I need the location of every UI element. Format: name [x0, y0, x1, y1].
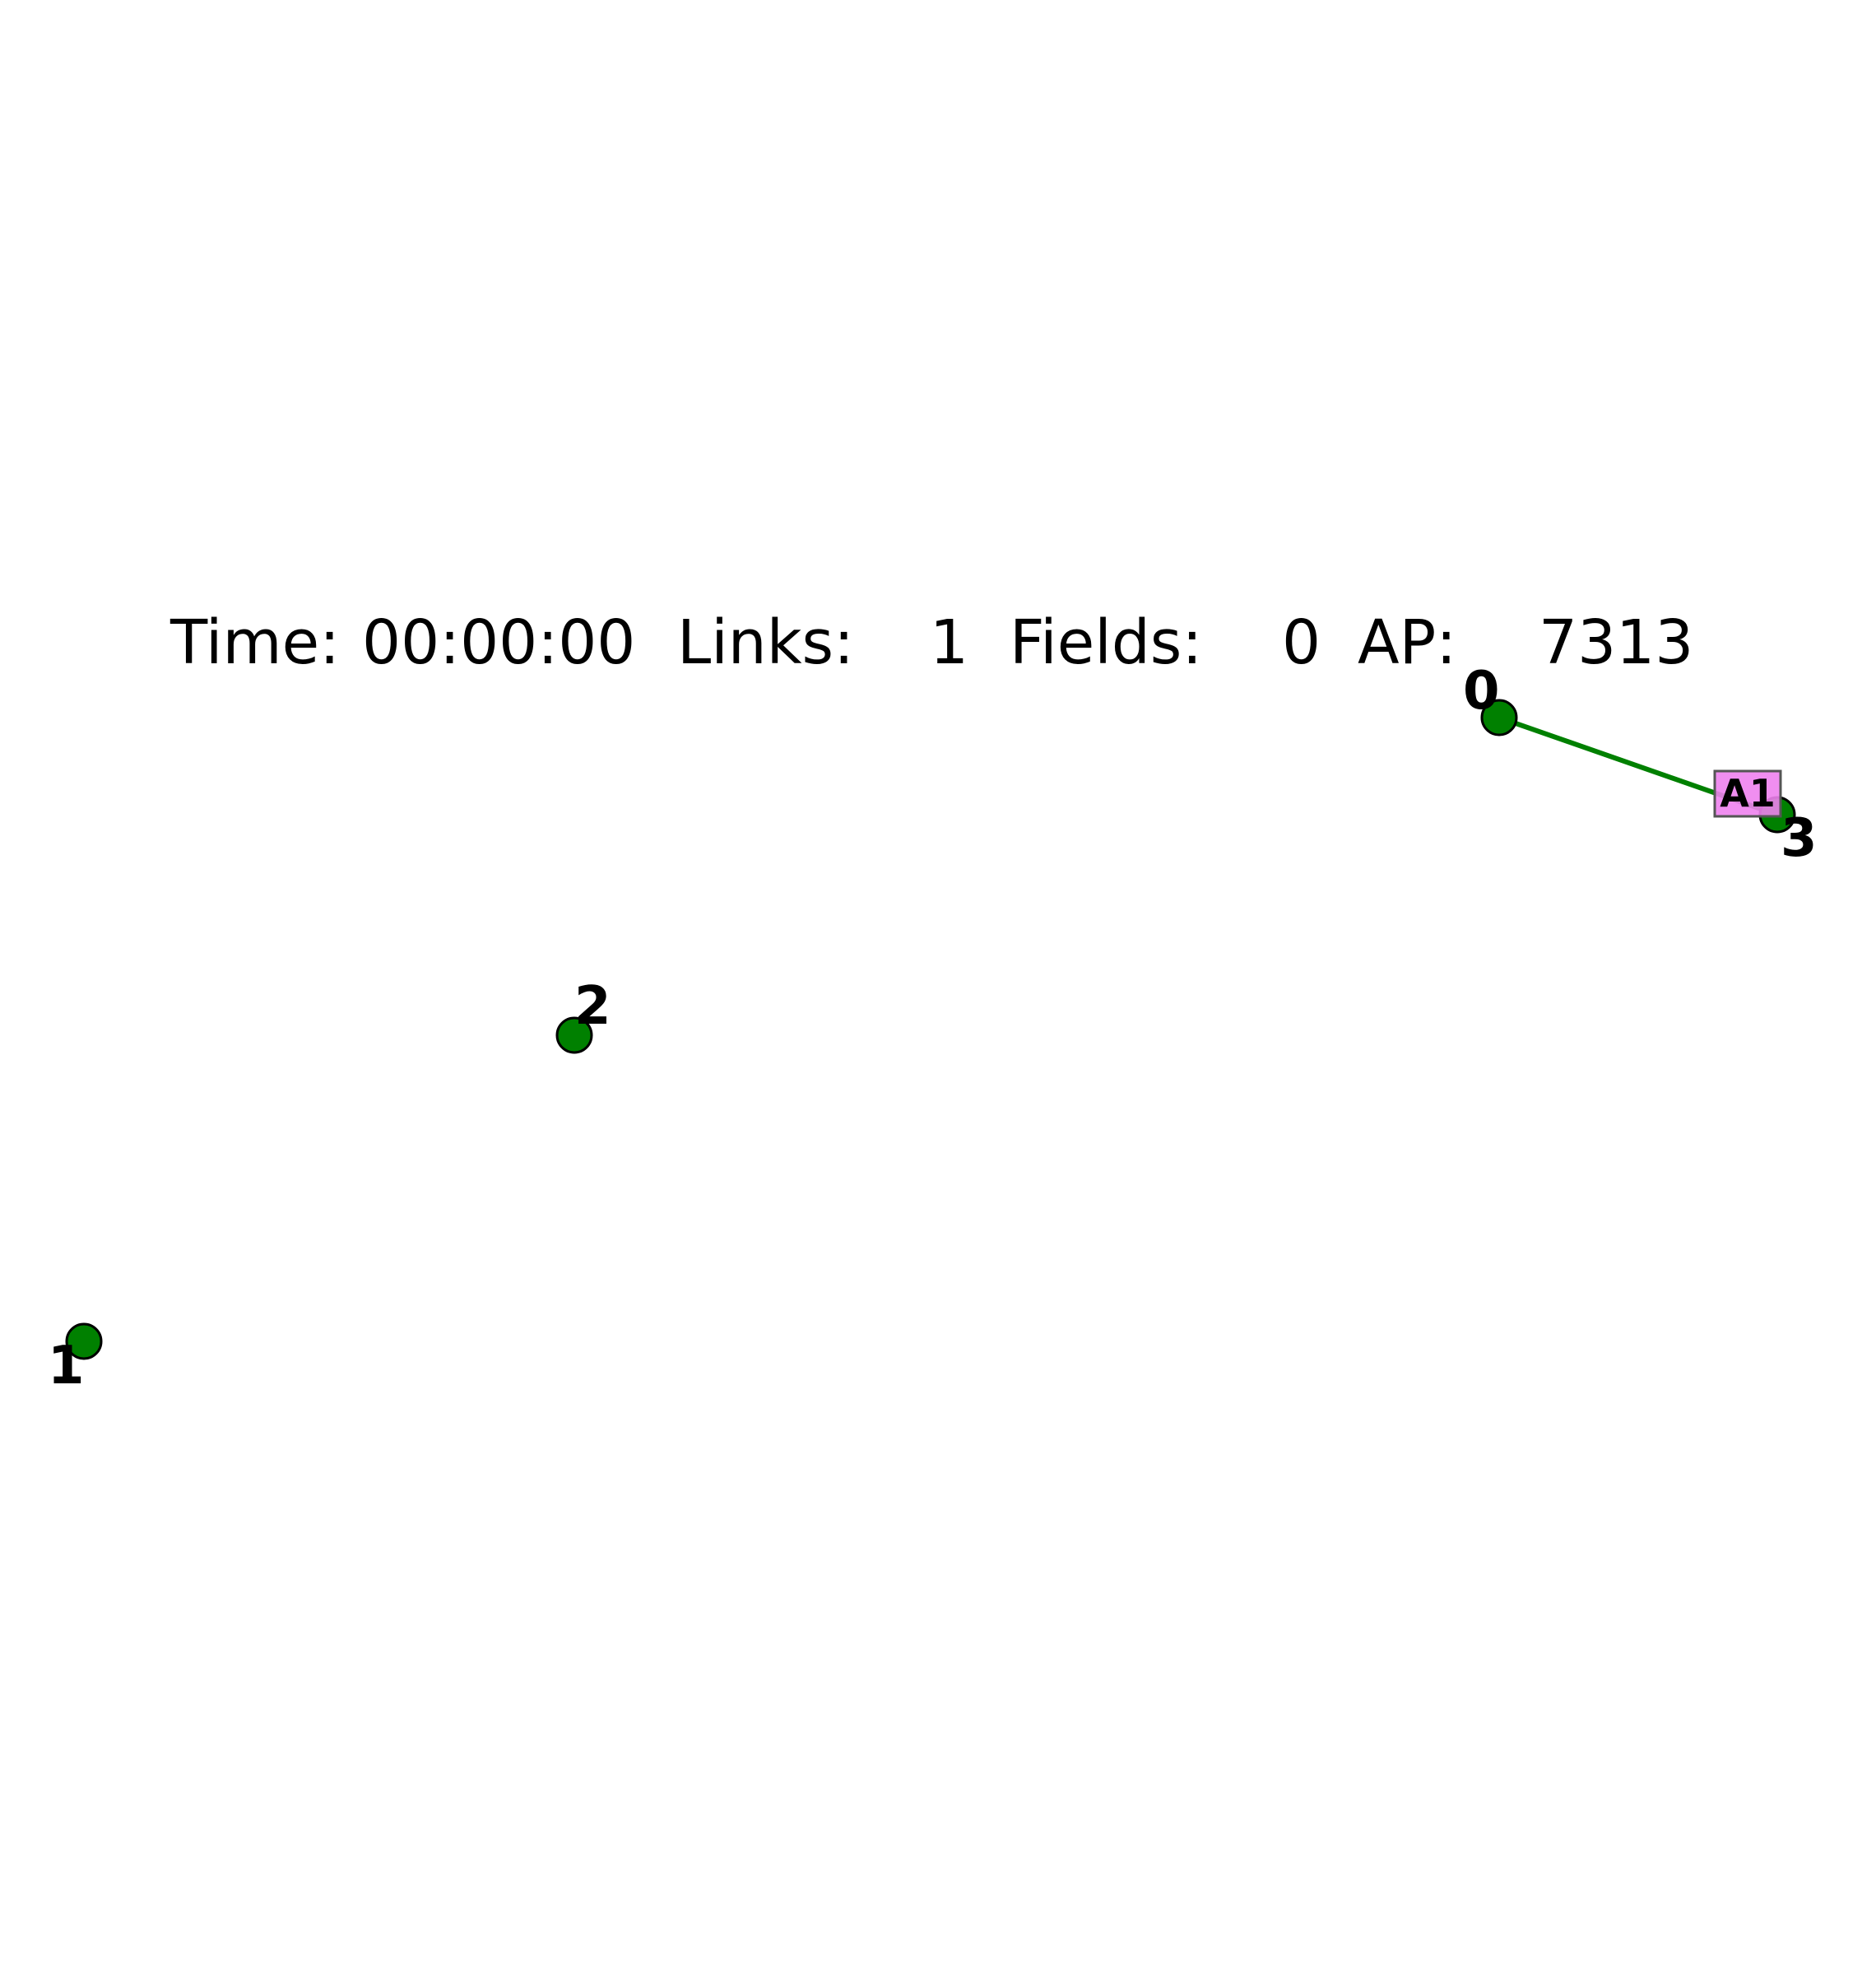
portal-2 — [555, 1016, 593, 1054]
status-bar: Time: 00:00:00 Links: 1 Fields: 0 AP: 73… — [169, 607, 1693, 678]
portal-0 — [1480, 699, 1518, 737]
time-label: Time: — [169, 607, 340, 678]
ap-label: AP: — [1358, 607, 1456, 678]
portal-label-1: 1 — [48, 1336, 85, 1396]
portal-label-3: 3 — [1781, 808, 1818, 869]
fields-value: 0 — [1282, 607, 1321, 678]
links-label: Links: — [677, 607, 854, 678]
fields-label: Fields: — [1010, 607, 1202, 678]
agent-label: A1 — [1720, 771, 1776, 816]
links-value: 1 — [930, 607, 968, 678]
portal-label-0: 0 — [1463, 661, 1500, 722]
portal-1 — [65, 1322, 103, 1360]
agent-marker — [1713, 769, 1782, 818]
time-value: 00:00:00 — [362, 607, 635, 678]
portal-label-2: 2 — [574, 976, 611, 1037]
ap-value: 7313 — [1539, 607, 1693, 678]
